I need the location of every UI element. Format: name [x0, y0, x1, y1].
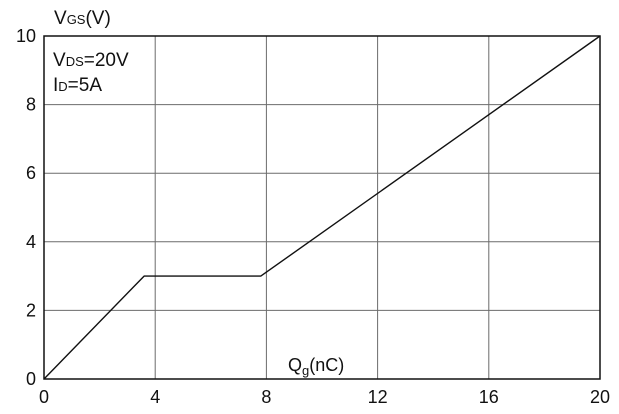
series-line: [43, 35, 601, 380]
y-tick-label: 8: [26, 95, 36, 115]
x-tick-label: 12: [368, 387, 388, 407]
y-tick-label: 2: [26, 300, 36, 320]
y-tick-label: 10: [16, 26, 36, 46]
x-tick-label: 0: [39, 387, 49, 407]
y-tick-label: 6: [26, 163, 36, 183]
x-tick-label: 8: [261, 387, 271, 407]
grid-lines: [44, 36, 600, 379]
annotation-id: ID=5A: [53, 75, 102, 96]
x-tick-label: 20: [590, 387, 610, 407]
x-tick-label: 16: [479, 387, 499, 407]
series-layer: [43, 35, 601, 380]
y-tick-label: 0: [26, 369, 36, 389]
x-axis-label: Qg(nC): [288, 355, 344, 378]
y-tick-label: 4: [26, 232, 36, 252]
tick-labels: 0 4 8 12 16 20 0 2 4 6 8 10: [16, 26, 610, 407]
y-axis-label: VGS(V): [54, 8, 111, 29]
annotation-vds: VDS=20V: [53, 50, 129, 71]
plot-frame: [43, 35, 601, 380]
x-tick-label: 4: [150, 387, 160, 407]
